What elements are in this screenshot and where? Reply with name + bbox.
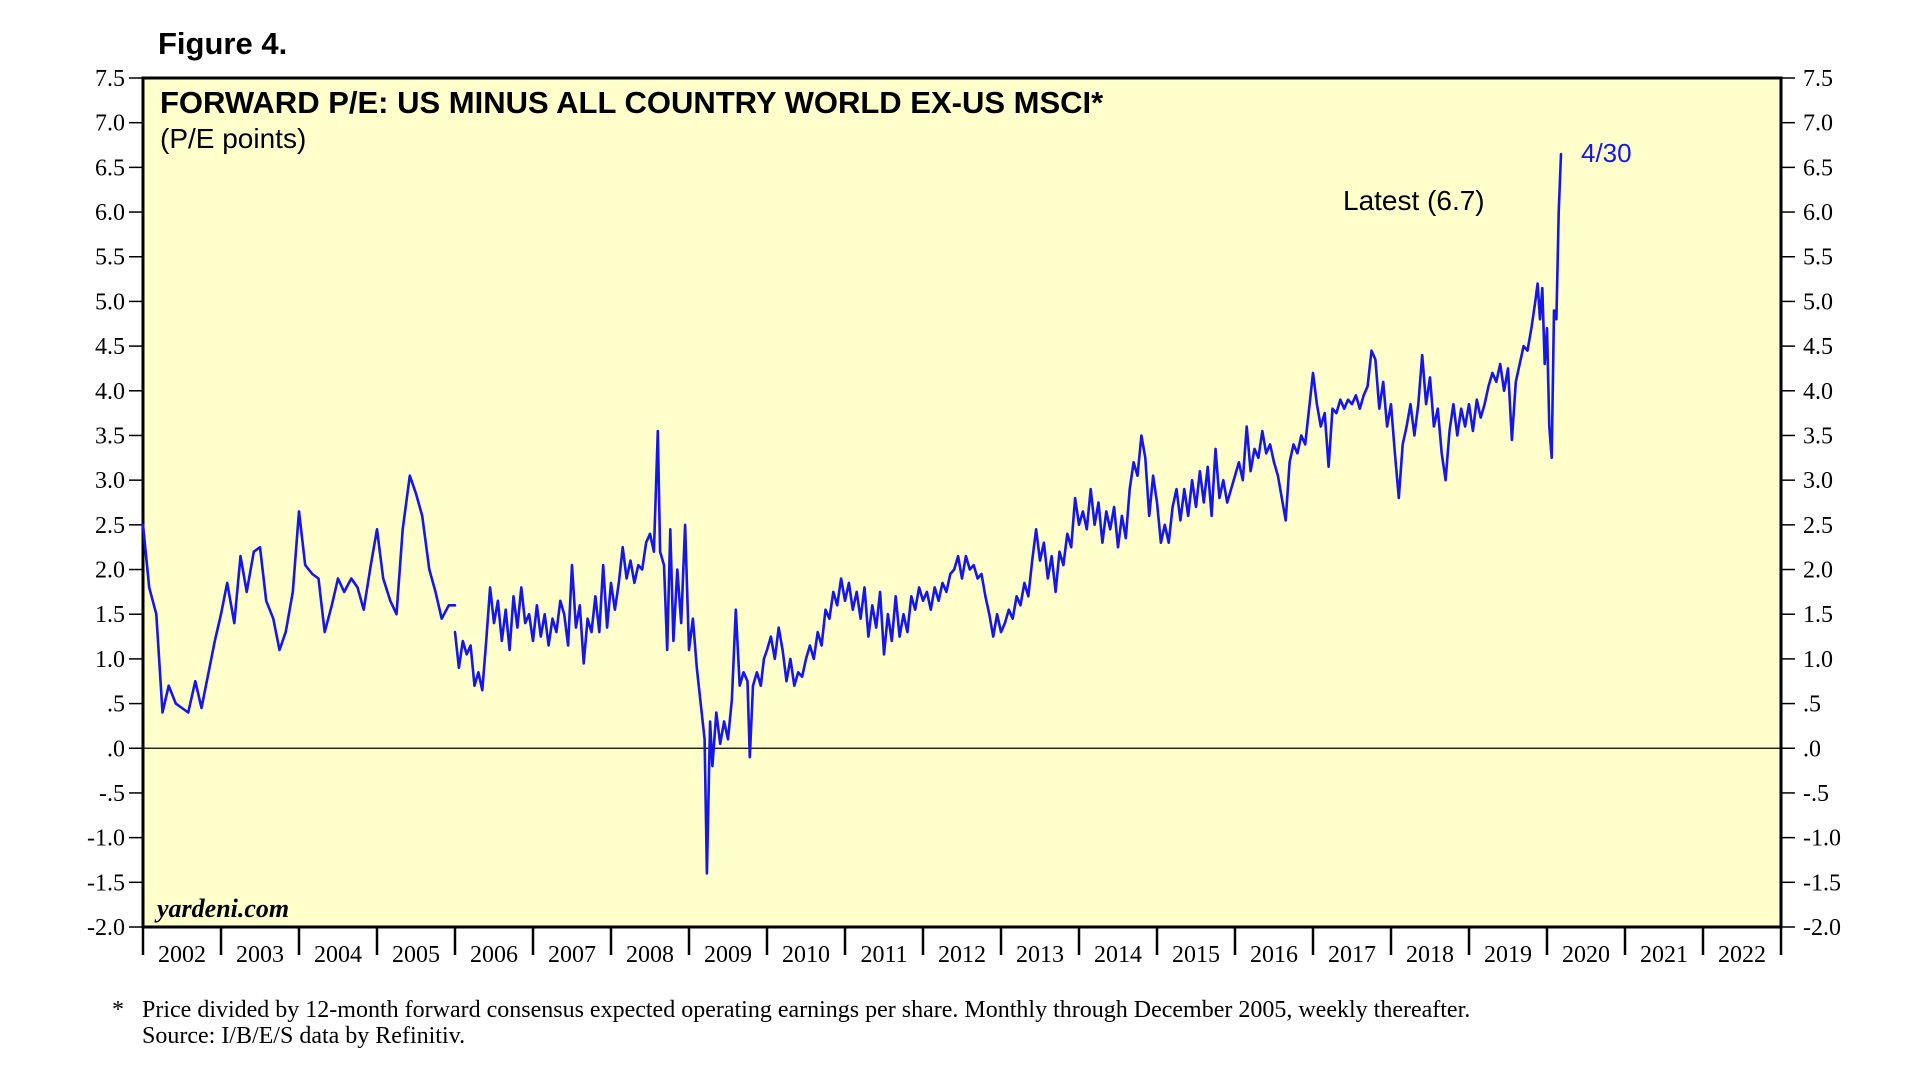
- y-tick-label-left: 2.5: [95, 513, 125, 539]
- x-tick-label: 2004: [314, 942, 362, 968]
- y-tick-label-right: 4.5: [1803, 334, 1833, 360]
- x-tick-label: 2002: [158, 942, 206, 968]
- y-tick-label-right: 1.0: [1803, 647, 1833, 673]
- x-tick-label: 2013: [1016, 942, 1064, 968]
- y-tick-label-right: -1.0: [1803, 826, 1841, 852]
- y-tick-label-left: .0: [107, 736, 125, 762]
- y-tick-label-right: 2.5: [1803, 513, 1833, 539]
- x-tick-label: 2003: [236, 942, 284, 968]
- y-tick-label-right: 1.5: [1803, 602, 1833, 628]
- y-tick-label-left: 5.5: [95, 245, 125, 271]
- y-tick-label-right: 3.0: [1803, 468, 1833, 494]
- x-tick-label: 2018: [1406, 942, 1454, 968]
- x-tick-label: 2009: [704, 942, 752, 968]
- plot-area: [141, 76, 1783, 929]
- y-tick-label-right: 5.0: [1803, 289, 1833, 315]
- y-tick-label-left: 1.5: [95, 602, 125, 628]
- latest-date-annotation: 4/30: [1581, 138, 1632, 168]
- footnote-marker: *: [112, 997, 124, 1023]
- y-tick-label-left: 6.0: [95, 200, 125, 226]
- y-tick-label-left: -1.5: [87, 870, 125, 896]
- y-tick-label-right: 7.5: [1803, 66, 1833, 92]
- footnote-text: Price divided by 12-month forward consen…: [142, 997, 1471, 1023]
- y-tick-label-right: 3.5: [1803, 423, 1833, 449]
- y-tick-label-right: 2.0: [1803, 558, 1833, 584]
- x-tick-label: 2010: [782, 942, 830, 968]
- x-tick-label: 2007: [548, 942, 596, 968]
- y-tick-label-right: 4.0: [1803, 379, 1833, 405]
- footnote-source: Source: I/B/E/S data by Refinitiv.: [142, 1023, 466, 1049]
- y-tick-label-right: -2.0: [1803, 915, 1841, 941]
- y-tick-label-left: 4.0: [95, 379, 125, 405]
- x-tick-label: 2011: [860, 942, 907, 968]
- y-tick-label-right: -1.5: [1803, 870, 1841, 896]
- series-line-1: [141, 474, 457, 714]
- y-tick-label-left: 2.0: [95, 558, 125, 584]
- x-tick-label: 2014: [1094, 942, 1142, 968]
- x-tick-label: 2020: [1562, 942, 1610, 968]
- x-tick-label: 2016: [1250, 942, 1298, 968]
- x-tick-label: 2021: [1640, 942, 1688, 968]
- y-tick-label-right: 5.5: [1803, 245, 1833, 271]
- x-tick-label: 2008: [626, 942, 674, 968]
- y-tick-label-right: 6.0: [1803, 200, 1833, 226]
- y-tick-label-left: 5.0: [95, 289, 125, 315]
- x-tick-label: 2015: [1172, 942, 1220, 968]
- y-tick-label-right: -.5: [1803, 781, 1829, 807]
- x-tick-label: 2005: [392, 942, 440, 968]
- x-tick-label: 2017: [1328, 942, 1376, 968]
- y-tick-label-right: 7.0: [1803, 111, 1833, 137]
- y-tick-label-left: 7.5: [95, 66, 125, 92]
- y-tick-label-left: -.5: [99, 781, 125, 807]
- chart-title: FORWARD P/E: US MINUS ALL COUNTRY WORLD …: [160, 85, 1104, 120]
- latest-annotation: Latest (6.7): [1343, 185, 1485, 216]
- footnote: * Price divided by 12-month forward conse…: [112, 997, 1470, 1049]
- y-tick-label-right: 6.5: [1803, 155, 1833, 181]
- y-tick-label-left: 3.5: [95, 423, 125, 449]
- x-tick-label: 2022: [1718, 942, 1766, 968]
- series-line-2: [453, 152, 1563, 875]
- source-watermark: yardeni.com: [154, 894, 289, 923]
- y-tick-label-right: .5: [1803, 692, 1821, 718]
- chart-subtitle: (P/E points): [160, 123, 306, 154]
- y-tick-label-left: 3.0: [95, 468, 125, 494]
- y-tick-label-left: .5: [107, 692, 125, 718]
- x-tick-label: 2006: [470, 942, 518, 968]
- y-tick-label-left: 6.5: [95, 155, 125, 181]
- x-tick-label: 2019: [1484, 942, 1532, 968]
- y-tick-label-left: 4.5: [95, 334, 125, 360]
- y-tick-label-right: .0: [1803, 736, 1821, 762]
- y-tick-label-left: 1.0: [95, 647, 125, 673]
- y-tick-label-left: 7.0: [95, 111, 125, 137]
- y-tick-label-left: -1.0: [87, 826, 125, 852]
- y-tick-label-left: -2.0: [87, 915, 125, 941]
- x-tick-label: 2012: [938, 942, 986, 968]
- figure-label: Figure 4.: [158, 26, 288, 61]
